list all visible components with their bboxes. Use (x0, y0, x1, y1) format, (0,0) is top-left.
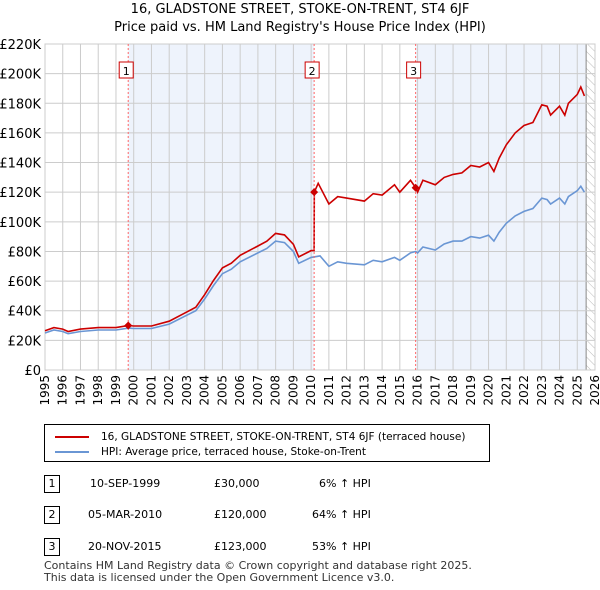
x-tick-label: 2006 (233, 375, 247, 406)
x-tick-label: 2019 (464, 375, 478, 406)
x-tick-label: 2009 (286, 375, 300, 406)
footer-copyright: Contains HM Land Registry data © Crown c… (44, 559, 472, 572)
sale-change: 53% ↑ HPI (312, 540, 371, 553)
y-tick-label: £140K (0, 157, 41, 172)
sale-date: 05-MAR-2010 (88, 508, 163, 521)
x-tick-label: 2018 (446, 375, 460, 406)
x-tick-label: 2017 (428, 375, 442, 406)
x-tick-label: 2020 (482, 375, 496, 406)
x-tick-label: 2003 (180, 375, 194, 406)
sale-date: 10-SEP-1999 (90, 477, 161, 490)
sale-point (310, 188, 319, 197)
x-tick-label: 2022 (517, 375, 531, 406)
sale-number: 1 (44, 475, 60, 493)
sale-date: 20-NOV-2015 (88, 540, 162, 553)
sale-price: £120,000 (214, 508, 267, 521)
legend-item-hpi: HPI: Average price, terraced house, Stok… (55, 446, 366, 458)
sale-point (411, 183, 420, 192)
footer-licence: This data is licensed under the Open Gov… (44, 571, 395, 584)
x-tick-label: 2007 (251, 375, 265, 406)
x-tick-label: 2011 (322, 375, 336, 406)
x-tick-label: 2005 (215, 375, 229, 406)
sale-number: 3 (44, 538, 60, 556)
y-tick-label: £200K (0, 68, 41, 83)
forecast-hatch (586, 44, 595, 370)
sale-label-box (406, 61, 422, 79)
x-tick-label: 2004 (198, 375, 212, 406)
x-tick-label: 1995 (38, 375, 52, 406)
shaded-period-1 (128, 44, 315, 370)
sale-change: 6% ↑ HPI (319, 477, 371, 490)
y-tick-label: £180K (0, 97, 41, 112)
table-row: 1 10-SEP-1999 £30,000 6% ↑ HPI (44, 475, 464, 495)
x-tick-label: 2010 (304, 375, 318, 406)
property-price-line (44, 85, 586, 333)
table-row: 3 20-NOV-2015 £123,000 53% ↑ HPI (44, 538, 464, 558)
y-tick-label: £120K (0, 186, 41, 201)
y-tick-label: £220K (0, 38, 41, 53)
x-tick-label: 2023 (535, 375, 549, 406)
plot-frame (44, 43, 596, 371)
chart-subtitle: Price paid vs. HM Land Registry's House … (114, 20, 486, 35)
legend-label-hpi: HPI: Average price, terraced house, Stok… (101, 446, 366, 458)
x-tick-label: 1999 (109, 375, 123, 406)
sale-change: 64% ↑ HPI (312, 508, 371, 521)
y-tick-label: £160K (0, 127, 41, 142)
x-tick-label: 1998 (91, 375, 105, 406)
x-tick-label: 2014 (375, 375, 389, 406)
sale-label: 3 (410, 65, 417, 78)
y-tick-label: £40K (8, 305, 42, 320)
x-tick-label: 2012 (340, 375, 354, 406)
y-tick-label: £20K (8, 334, 42, 349)
price-chart: £0 £20K £40K £60K £80K £100K £120K £140K £160K £1… (0, 38, 600, 406)
sale-label-box (118, 61, 134, 79)
y-tick-label: £100K (0, 216, 41, 231)
sale-price: £123,000 (214, 540, 267, 553)
x-tick-label: 2002 (162, 375, 176, 406)
x-tick-label: 2026 (588, 375, 600, 406)
legend-item-property: 16, GLADSTONE STREET, STOKE-ON-TRENT, ST… (55, 431, 465, 443)
x-tick-label: 2025 (570, 375, 584, 406)
legend-label-property: 16, GLADSTONE STREET, STOKE-ON-TRENT, ST… (101, 431, 466, 443)
y-tick-label: £60K (8, 275, 42, 290)
hpi-line (44, 184, 586, 335)
shaded-period-3 (415, 44, 587, 370)
y-tick-label: £80K (8, 245, 42, 260)
sale-label: 1 (123, 65, 130, 78)
x-tick-label: 2021 (499, 375, 513, 406)
x-tick-label: 2000 (127, 375, 141, 406)
sale-price: £30,000 (214, 477, 260, 490)
y-tick-label: £0 (24, 364, 41, 379)
legend-swatch-property (55, 436, 89, 438)
x-tick-label: 2016 (411, 375, 425, 406)
table-row: 2 05-MAR-2010 £120,000 64% ↑ HPI (44, 506, 464, 526)
x-tick-label: 2013 (357, 375, 371, 406)
legend-swatch-hpi (55, 451, 89, 453)
sale-label-box (304, 61, 320, 79)
x-tick-label: 2001 (144, 375, 158, 406)
footer: Contains HM Land Registry data © Crown c… (44, 560, 472, 584)
chart-title: 16, GLADSTONE STREET, STOKE-ON-TRENT, ST… (130, 2, 470, 17)
x-tick-label: 1996 (56, 375, 70, 406)
x-tick-label: 1997 (73, 375, 87, 406)
sale-number: 2 (44, 506, 60, 524)
legend: 16, GLADSTONE STREET, STOKE-ON-TRENT, ST… (44, 424, 490, 462)
x-tick-label: 2008 (269, 375, 283, 406)
sale-label: 2 (309, 65, 316, 78)
sale-point (124, 321, 133, 330)
x-tick-label: 2015 (393, 375, 407, 406)
x-tick-label: 2024 (553, 375, 567, 406)
